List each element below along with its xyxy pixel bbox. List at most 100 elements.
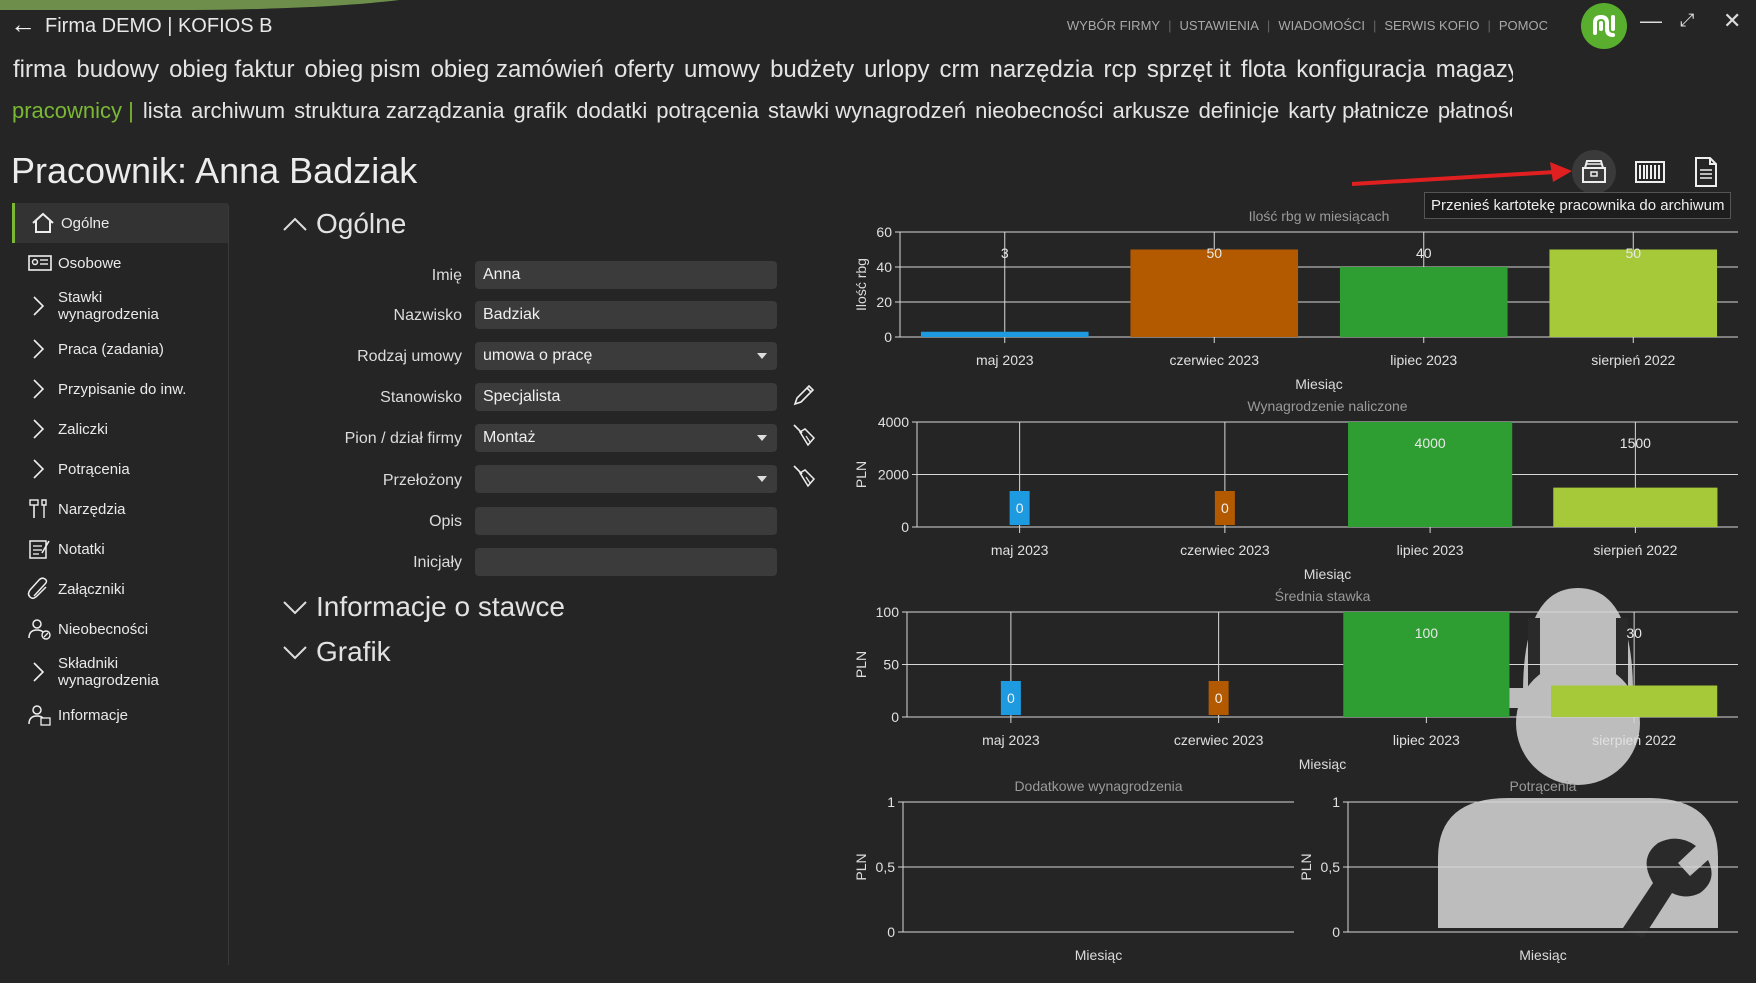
contract-type-select[interactable]: umowa o pracę [475, 342, 777, 370]
description-field[interactable] [475, 507, 777, 535]
avg-rate-chart-data-label: 100 [1415, 625, 1439, 641]
avg-rate-chart-xlabel: Miesiąc [1299, 756, 1346, 772]
subnav-item[interactable]: dodatki [576, 98, 648, 123]
initials-field[interactable] [475, 548, 777, 576]
subnav-item[interactable]: karty płatnicze [1288, 98, 1429, 123]
subnav-item[interactable]: nieobecności [975, 98, 1104, 123]
nav-active-employees[interactable]: pracownicy | [12, 98, 134, 123]
sidebar-item-general[interactable]: Ogólne [12, 203, 228, 243]
nav-item[interactable]: budowy [76, 56, 160, 83]
salary-chart-bar [1553, 487, 1718, 527]
sidebar-item-wage-rates[interactable]: Stawki wynagrodzenia [12, 283, 228, 329]
nav-item[interactable]: konfiguracja [1296, 56, 1426, 83]
subnav-item[interactable]: struktura zarządzania [294, 98, 505, 123]
sidebar-item-label: Zaliczki [58, 420, 109, 438]
archive-button[interactable] [1572, 150, 1616, 194]
salary-chart-data-label: 1500 [1620, 435, 1651, 451]
kofio-logo-icon[interactable] [1581, 3, 1627, 49]
nav-item[interactable]: urlopy [864, 56, 930, 83]
last-name-field[interactable]: Badziak [475, 301, 777, 329]
section-title: Ogólne [316, 208, 407, 239]
top-link-settings[interactable]: USTAWIENIA [1179, 18, 1259, 33]
top-link-service[interactable]: SERWIS KOFIO [1384, 18, 1480, 33]
position-field[interactable]: Specjalista [475, 383, 777, 411]
dropdown-arrow-icon [757, 353, 767, 359]
nav-item[interactable]: narzędzia [989, 56, 1094, 83]
broom-icon[interactable] [790, 462, 818, 490]
deductions-chart-title: Potrącenia [1510, 778, 1577, 794]
field-value: Specjalista [483, 388, 561, 405]
chevron-right-icon [33, 296, 45, 316]
maximize-icon[interactable]: ⤢ [1680, 10, 1695, 30]
title-bar: ← Firma DEMO | KOFIOS B WYBÓR FIRMY | UST… [0, 0, 1756, 52]
top-link-help[interactable]: POMOC [1498, 18, 1548, 33]
sidebar-item-advances[interactable]: Zaliczki [12, 409, 228, 449]
salary-chart-xtick-label: czerwiec 2023 [1180, 542, 1270, 558]
sidebar-item-work-tasks[interactable]: Praca (zadania) [12, 329, 228, 369]
salary-chart-xtick-label: lipiec 2023 [1397, 542, 1464, 558]
salary-chart-bar [1348, 422, 1513, 527]
section-general-toggle[interactable]: Ogólne [282, 208, 406, 240]
nav-item[interactable]: sprzęt it [1146, 56, 1231, 83]
department-select[interactable]: Montaż [475, 424, 777, 452]
nav-item[interactable]: flota [1240, 56, 1287, 83]
subnav-item[interactable]: archiwum [191, 98, 286, 123]
close-icon[interactable]: ✕ [1723, 8, 1742, 33]
document-button[interactable] [1684, 150, 1728, 194]
subnav-item[interactable]: stawki wynagrodzeń [767, 98, 967, 123]
avg-rate-chart-bar [1208, 681, 1229, 715]
sidebar-item-personal[interactable]: Osobowe [12, 243, 228, 283]
broom-icon[interactable] [790, 421, 818, 449]
top-link-company[interactable]: WYBÓR FIRMY [1066, 18, 1161, 33]
subnav-item[interactable]: definicje [1198, 98, 1280, 123]
supervisor-select[interactable] [475, 465, 777, 493]
salary-chart-ylabel: PLN [853, 461, 869, 488]
field-label-last-name: Nazwisko [393, 307, 462, 324]
hours-chart-xlabel: Miesiąc [1295, 376, 1342, 392]
top-link-messages[interactable]: WIADOMOŚCI [1278, 18, 1365, 33]
nav-item[interactable]: oferty [614, 56, 675, 83]
sidebar-item-information[interactable]: Informacje [12, 695, 228, 735]
nav-item[interactable]: budżety [770, 56, 855, 83]
subnav-item[interactable]: arkusze [1112, 98, 1190, 123]
subnav-item[interactable]: płatności [1437, 98, 1512, 123]
nav-item[interactable]: crm [939, 56, 980, 83]
avg-rate-chart-title: Średnia stawka [1275, 587, 1371, 604]
salary-chart-data-label: 0 [1221, 500, 1229, 516]
section-rate-toggle[interactable]: Informacje o stawce [282, 591, 565, 623]
avg-rate-chart-xtick-label: czerwiec 2023 [1174, 732, 1264, 748]
sidebar-item-label: Narzędzia [58, 500, 126, 518]
avg-rate-chart-data-label: 30 [1626, 625, 1642, 641]
pencil-icon[interactable] [790, 381, 818, 409]
sidebar-item-absences[interactable]: Nieobecności [12, 609, 228, 649]
nav-item[interactable]: firma [13, 56, 67, 83]
nav-item[interactable]: obieg pism [304, 56, 421, 83]
subnav-item[interactable]: potrącenia [656, 98, 759, 123]
first-name-field[interactable]: Anna [475, 261, 777, 289]
avg-rate-chart-bar [1343, 612, 1510, 717]
subnav-item[interactable]: lista [142, 98, 182, 123]
sidebar-item-label: Składniki wynagrodzenia [58, 655, 159, 689]
nav-item[interactable]: rcp [1103, 56, 1137, 83]
avg-rate-chart-ylabel: PLN [853, 651, 869, 678]
sidebar-item-tools[interactable]: Narzędzia [12, 489, 228, 529]
extra-pay-chart-ylabel: PLN [853, 853, 869, 880]
section-schedule-toggle[interactable]: Grafik [282, 636, 391, 668]
minimize-icon[interactable]: — [1640, 8, 1662, 33]
sidebar-item-inventory[interactable]: Przypisanie do inw. [12, 369, 228, 409]
barcode-button[interactable] [1628, 150, 1672, 194]
avg-rate-chart-xtick-label: lipiec 2023 [1393, 732, 1460, 748]
nav-item[interactable]: obieg zamówień [430, 56, 604, 83]
sidebar-item-label: Załączniki [58, 580, 125, 598]
top-links: WYBÓR FIRMY | USTAWIENIA | WIADOMOŚCI | SER… [1059, 18, 1556, 33]
back-arrow-icon[interactable]: ← [10, 9, 36, 39]
nav-item[interactable]: magazy [1435, 56, 1513, 83]
sidebar-item-attachments[interactable]: Załączniki [12, 569, 228, 609]
subnav-item[interactable]: grafik [513, 98, 568, 123]
sidebar-item-wage-components[interactable]: Składniki wynagrodzenia [12, 649, 228, 695]
nav-item[interactable]: obieg faktur [169, 56, 295, 83]
sidebar-item-deductions[interactable]: Potrącenia [12, 449, 228, 489]
sidebar-item-notes[interactable]: Notatki [12, 529, 228, 569]
nav-item[interactable]: umowy [684, 56, 761, 83]
app-title: Firma DEMO | KOFIOS B [45, 15, 273, 37]
